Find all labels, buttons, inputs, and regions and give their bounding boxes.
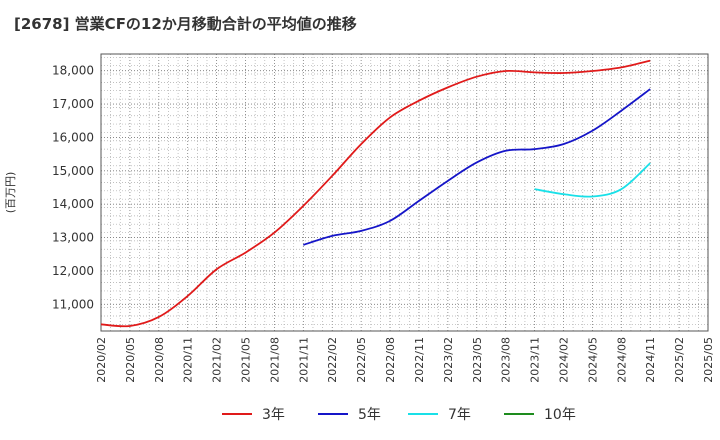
y-tick-label: 17,000 xyxy=(52,97,94,111)
legend-label-1: 3年 xyxy=(262,407,285,423)
x-tick-label: 2020/11 xyxy=(182,337,195,383)
legend-label-4: 10年 xyxy=(544,407,576,423)
x-tick-label: 2021/05 xyxy=(240,337,253,383)
x-tick-label: 2023/11 xyxy=(529,337,542,383)
x-tick-label: 2022/02 xyxy=(326,337,339,383)
y-tick-label: 12,000 xyxy=(52,264,94,278)
x-tick-label: 2022/08 xyxy=(384,337,397,383)
x-tick-label: 2024/05 xyxy=(586,337,599,383)
x-tick-label: 2024/11 xyxy=(644,337,657,383)
y-tick-label: 14,000 xyxy=(52,197,94,211)
x-tick-label: 2021/02 xyxy=(211,337,224,383)
series-layer xyxy=(100,59,651,328)
plot-frame xyxy=(100,53,709,332)
x-tick-label: 2024/08 xyxy=(615,337,628,383)
x-tick-label: 2025/05 xyxy=(702,337,715,383)
x-tick-label: 2020/05 xyxy=(124,337,137,383)
series-line-3 xyxy=(534,162,651,198)
x-tick-label: 2020/02 xyxy=(95,337,108,383)
y-tick-label: 16,000 xyxy=(52,130,94,144)
y-tick-label: 18,000 xyxy=(52,64,94,78)
x-tick-label: 2024/02 xyxy=(557,337,570,383)
x-tick-label: 2022/11 xyxy=(413,337,426,383)
x-tick-label: 2020/08 xyxy=(153,337,166,383)
x-tick-label: 2025/02 xyxy=(673,337,686,383)
series-line-2 xyxy=(303,88,651,246)
x-axis: 2020/02 2020/05 2020/08 2020/11 2021/02 2021/… xyxy=(95,337,715,383)
x-tick-label: 2023/05 xyxy=(471,337,484,383)
y-axis-label: (百万円) xyxy=(4,172,17,214)
legend-label-2: 5年 xyxy=(358,407,381,423)
series-line-1 xyxy=(100,59,651,328)
x-tick-label: 2023/08 xyxy=(500,337,513,383)
y-tick-label: 13,000 xyxy=(52,231,94,245)
x-tick-label: 2021/08 xyxy=(268,337,281,383)
y-tick-label: 11,000 xyxy=(52,297,94,311)
x-tick-label: 2022/05 xyxy=(355,337,368,383)
legend: 3年 5年 7年 10年 xyxy=(222,407,576,423)
y-tick-label: 15,000 xyxy=(52,164,94,178)
legend-label-3: 7年 xyxy=(448,407,471,423)
x-tick-label: 2023/02 xyxy=(442,337,455,383)
y-axis: 11,000 12,000 13,000 14,000 15,000 16,000 17,0… xyxy=(52,64,94,312)
grid xyxy=(101,54,708,331)
chart-title: [2678] 営業CFの12か月移動合計の平均値の推移 xyxy=(14,15,357,33)
x-tick-label: 2021/11 xyxy=(297,337,310,383)
